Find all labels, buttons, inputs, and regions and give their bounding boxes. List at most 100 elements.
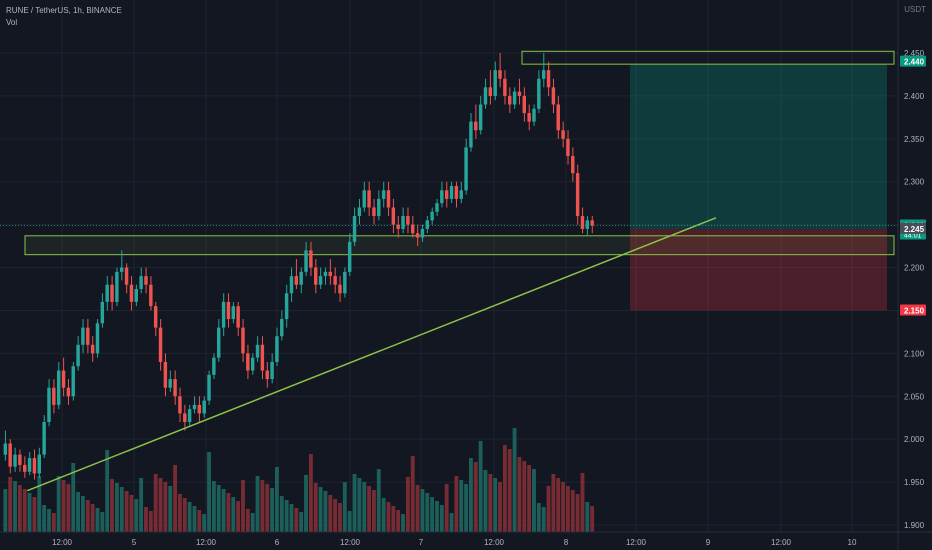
volume-bar bbox=[318, 487, 323, 532]
volume-bar bbox=[561, 482, 565, 532]
volume-bar bbox=[8, 477, 13, 532]
candle-body bbox=[192, 404, 197, 410]
volume-bar bbox=[241, 480, 245, 532]
price-tag-label: 2.245 bbox=[904, 225, 925, 234]
volume-bar bbox=[590, 506, 595, 532]
volume-indicator-label[interactable]: Vol bbox=[6, 18, 18, 27]
time-tick-label: 12:00 bbox=[52, 538, 73, 547]
volume-bar bbox=[570, 490, 575, 532]
volume-bars bbox=[3, 428, 595, 532]
candle-body bbox=[309, 250, 313, 268]
volume-bar bbox=[522, 461, 527, 532]
candle-body bbox=[71, 366, 75, 397]
volume-bar bbox=[134, 499, 139, 532]
symbol-title[interactable]: RUNE / TetherUS, 1h, BINANCE bbox=[6, 6, 122, 15]
time-tick-label: 7 bbox=[419, 538, 424, 547]
candle-body bbox=[90, 344, 95, 354]
volume-bar bbox=[182, 498, 187, 532]
candle-body bbox=[56, 370, 61, 405]
volume-bar bbox=[178, 494, 182, 532]
volume-bar bbox=[323, 491, 328, 532]
volume-bar bbox=[95, 508, 100, 532]
volume-bar bbox=[333, 499, 338, 532]
volume-bar bbox=[372, 490, 376, 532]
candle-body bbox=[197, 404, 202, 414]
volume-bar bbox=[216, 485, 221, 532]
volume-bar bbox=[129, 495, 134, 532]
volume-bar bbox=[255, 476, 260, 532]
volume-bar bbox=[27, 493, 32, 532]
candle-body bbox=[178, 396, 182, 414]
volume-bar bbox=[250, 513, 255, 532]
volume-bar bbox=[265, 484, 270, 532]
candle-body bbox=[566, 138, 570, 156]
volume-bar bbox=[328, 495, 333, 532]
candle-body bbox=[483, 87, 488, 105]
candle-body bbox=[338, 284, 342, 294]
volume-bar bbox=[197, 510, 202, 532]
candle-body bbox=[8, 443, 12, 467]
volume-bar bbox=[493, 478, 498, 532]
volume-bar bbox=[207, 452, 211, 532]
volume-bar bbox=[192, 506, 197, 532]
candle-body bbox=[498, 70, 502, 79]
volume-bar bbox=[405, 477, 410, 532]
price-tick-label: 1.900 bbox=[904, 521, 925, 530]
volume-bar bbox=[362, 482, 367, 532]
price-tick-label: 2.450 bbox=[904, 49, 925, 58]
price-tag-label: 2.440 bbox=[904, 58, 925, 67]
volume-bar bbox=[464, 484, 468, 532]
volume-bar bbox=[391, 506, 396, 532]
volume-bar bbox=[304, 475, 308, 532]
stop-loss-zone bbox=[630, 228, 887, 311]
volume-bar bbox=[226, 493, 231, 532]
candle-body bbox=[115, 271, 119, 302]
candle-body bbox=[522, 95, 526, 114]
volume-bar bbox=[144, 507, 148, 532]
volume-bar bbox=[439, 505, 444, 532]
candle-body bbox=[474, 121, 478, 131]
candle-body bbox=[391, 207, 396, 225]
candle-body bbox=[532, 108, 536, 122]
time-tick-label: 6 bbox=[275, 538, 280, 547]
candle-body bbox=[478, 104, 483, 131]
volume-bar bbox=[396, 510, 401, 532]
volume-bar bbox=[367, 486, 371, 532]
time-tick-label: 12:00 bbox=[771, 538, 792, 547]
candle-body bbox=[537, 78, 541, 109]
price-tick-label: 2.300 bbox=[904, 178, 925, 187]
volume-bar bbox=[110, 479, 114, 532]
volume-bar bbox=[566, 486, 570, 532]
time-tick-label: 12:00 bbox=[196, 538, 217, 547]
candle-body bbox=[440, 190, 444, 204]
price-tick-label: 2.100 bbox=[904, 349, 925, 358]
candle-body bbox=[372, 207, 376, 217]
candle-body bbox=[546, 70, 551, 88]
volume-bar bbox=[211, 481, 216, 532]
candle-body bbox=[61, 370, 66, 388]
time-tick-label: 8 bbox=[564, 538, 569, 547]
volume-bar bbox=[100, 512, 105, 532]
candle-body bbox=[575, 173, 580, 217]
candle-body bbox=[517, 91, 522, 96]
volume-bar bbox=[512, 428, 517, 532]
candle-body bbox=[163, 361, 168, 388]
candle-body bbox=[415, 233, 420, 238]
zones bbox=[24, 50, 895, 256]
volume-bar bbox=[507, 449, 512, 532]
candle-body bbox=[352, 216, 357, 242]
candle-body bbox=[508, 95, 512, 105]
volume-bar bbox=[444, 484, 449, 532]
candle-body bbox=[212, 357, 216, 375]
volume-bar bbox=[202, 514, 207, 532]
candle-body bbox=[236, 306, 240, 328]
candle-body bbox=[367, 190, 371, 208]
volume-bar bbox=[498, 482, 502, 532]
volume-bar bbox=[541, 507, 546, 532]
candle-body bbox=[411, 224, 415, 234]
volume-bar bbox=[148, 511, 153, 532]
candle-body bbox=[217, 327, 221, 358]
volume-bar bbox=[299, 512, 304, 532]
candle-body bbox=[357, 207, 362, 217]
